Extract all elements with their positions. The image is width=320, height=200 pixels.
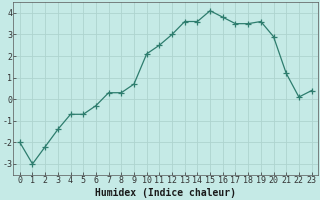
X-axis label: Humidex (Indice chaleur): Humidex (Indice chaleur) [95,188,236,198]
